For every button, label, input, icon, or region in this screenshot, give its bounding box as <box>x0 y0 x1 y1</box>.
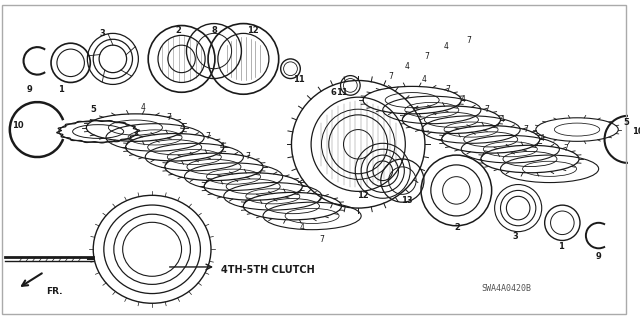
Text: 4: 4 <box>444 42 449 51</box>
Text: 9: 9 <box>596 252 602 261</box>
Text: 5: 5 <box>623 118 629 127</box>
Text: 9: 9 <box>27 85 32 94</box>
Text: 4: 4 <box>141 103 146 112</box>
Text: 2: 2 <box>454 223 460 232</box>
Text: 6: 6 <box>331 88 337 97</box>
Text: 7: 7 <box>484 105 489 114</box>
Text: 7: 7 <box>424 52 429 61</box>
Text: FR.: FR. <box>46 287 63 296</box>
Text: 4: 4 <box>405 62 410 71</box>
Text: 10: 10 <box>632 128 640 137</box>
Text: 12: 12 <box>357 191 369 200</box>
Text: 3: 3 <box>99 29 105 38</box>
Text: 13: 13 <box>401 196 413 205</box>
Text: 7: 7 <box>524 124 529 134</box>
Text: 7: 7 <box>388 71 393 80</box>
Text: 4: 4 <box>300 223 305 232</box>
Text: 4: 4 <box>180 122 185 131</box>
Text: 7: 7 <box>467 36 472 45</box>
Text: 7: 7 <box>445 85 450 94</box>
Text: 7: 7 <box>245 152 250 161</box>
Text: 1: 1 <box>559 242 564 251</box>
Text: 11: 11 <box>294 76 305 85</box>
Text: 8: 8 <box>211 26 217 35</box>
Text: 7: 7 <box>205 132 211 141</box>
Text: 3: 3 <box>513 233 518 241</box>
Text: SWA4A0420B: SWA4A0420B <box>481 284 531 293</box>
Text: 7: 7 <box>319 235 324 244</box>
Text: 7: 7 <box>166 113 172 122</box>
Text: 5: 5 <box>90 105 96 114</box>
Text: 7: 7 <box>563 144 568 153</box>
Text: 4: 4 <box>461 95 466 104</box>
Text: 12: 12 <box>247 26 259 35</box>
Text: 10: 10 <box>12 121 24 130</box>
Text: 4: 4 <box>540 134 544 143</box>
Text: 4: 4 <box>220 142 224 151</box>
Text: 4TH-5TH CLUTCH: 4TH-5TH CLUTCH <box>221 265 315 275</box>
Text: 2: 2 <box>175 26 182 35</box>
Text: 11: 11 <box>335 88 348 97</box>
Text: 4: 4 <box>500 115 505 124</box>
Text: 1: 1 <box>58 85 64 94</box>
Text: 4: 4 <box>422 76 426 85</box>
